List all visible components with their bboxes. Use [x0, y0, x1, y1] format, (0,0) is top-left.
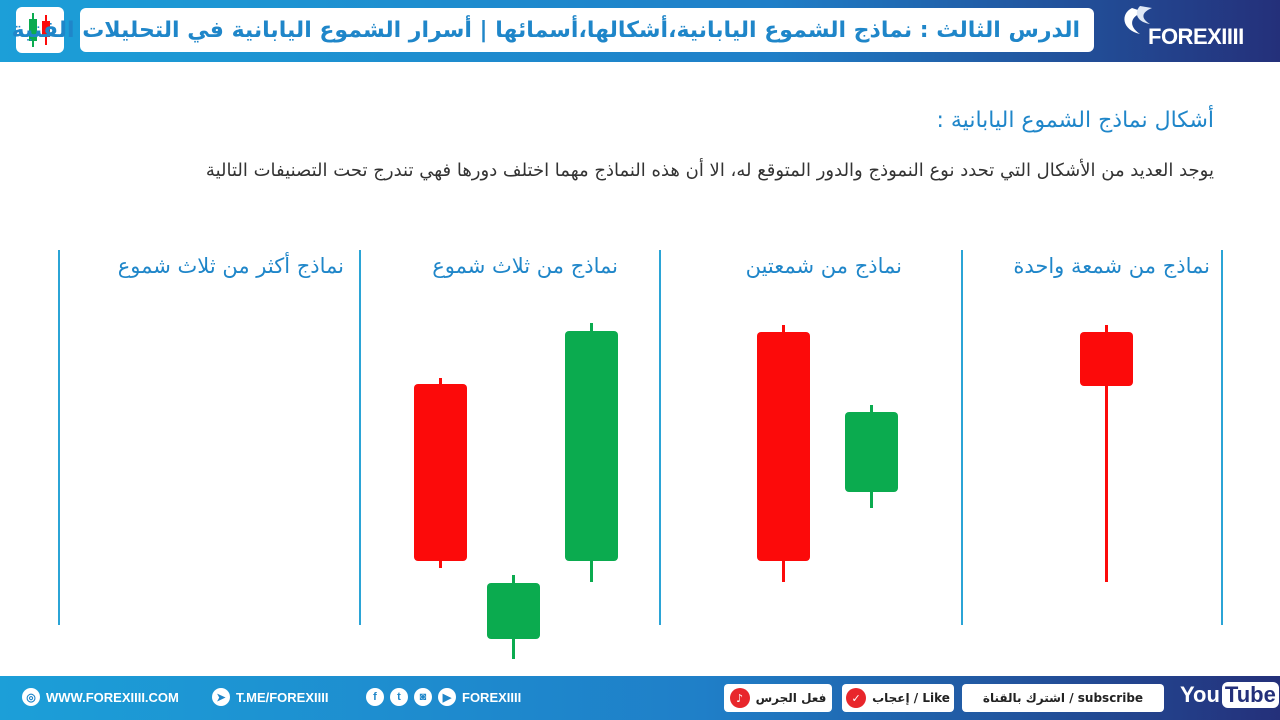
column-divider [359, 250, 361, 625]
footer-social[interactable]: f t ◙ ▶ FOREXIIII [366, 688, 521, 706]
candles-logo-icon [16, 7, 64, 53]
bearish-candle [1080, 332, 1133, 386]
column-divider [961, 250, 963, 625]
bullish-candle [845, 412, 898, 492]
column-heading-double: نماذج من شمعتين [745, 254, 902, 278]
column-divider [1221, 250, 1223, 625]
bearish-candle [757, 332, 810, 561]
footer-telegram[interactable]: ➤ T.ME/FOREXIIII [212, 688, 328, 706]
bell-button[interactable]: ♪ فعل الجرس [724, 684, 832, 712]
youtube-small-icon: ▶ [438, 688, 456, 706]
column-heading-more: نماذج أكثر من ثلاث شموع [117, 254, 344, 278]
globe-icon: ◎ [22, 688, 40, 706]
section-title: أشكال نماذج الشموع اليابانية : [936, 108, 1214, 133]
like-button[interactable]: ✓ إعجاب / Like [842, 684, 954, 712]
instagram-icon: ◙ [414, 688, 432, 706]
lesson-title-box: الدرس الثالث : نماذج الشموع اليابانية،أش… [12, 8, 1094, 52]
subscribe-label: اشترك بالقناة / subscribe [982, 691, 1144, 705]
column-divider [659, 250, 661, 625]
brand-name: FOREXIIII [1148, 24, 1244, 49]
thumbs-up-icon: ✓ [846, 688, 867, 708]
website-label: WWW.FOREXIIII.COM [46, 689, 179, 705]
like-label: إعجاب / Like [872, 691, 950, 705]
twitter-icon: t [390, 688, 408, 706]
youtube-tube: Tube [1221, 682, 1279, 708]
facebook-icon: f [366, 688, 384, 706]
telegram-icon: ➤ [212, 688, 230, 706]
bell-label: فعل الجرس [755, 691, 827, 705]
intro-paragraph: يوجد العديد من الأشكال التي تحدد نوع الن… [205, 160, 1214, 181]
column-divider [58, 250, 60, 625]
youtube-you: You [1180, 682, 1220, 707]
forex-brand-logo-icon [1124, 6, 1152, 34]
column-heading-triple: نماذج من ثلاث شموع [432, 254, 618, 278]
bullish-candle [487, 583, 540, 639]
bearish-candle [414, 384, 467, 561]
youtube-logo-icon: You Tube [1180, 682, 1279, 708]
social-label: FOREXIIII [462, 689, 522, 705]
subscribe-button[interactable]: اشترك بالقناة / subscribe [962, 684, 1164, 712]
telegram-label: T.ME/FOREXIIII [236, 689, 329, 705]
lesson-title: الدرس الثالث : نماذج الشموع اليابانية،أش… [11, 17, 1080, 43]
bullish-candle [565, 331, 618, 561]
bell-icon: ♪ [729, 688, 750, 708]
footer-website[interactable]: ◎ WWW.FOREXIIII.COM [22, 688, 179, 706]
column-heading-single: نماذج من شمعة واحدة [1013, 254, 1210, 278]
